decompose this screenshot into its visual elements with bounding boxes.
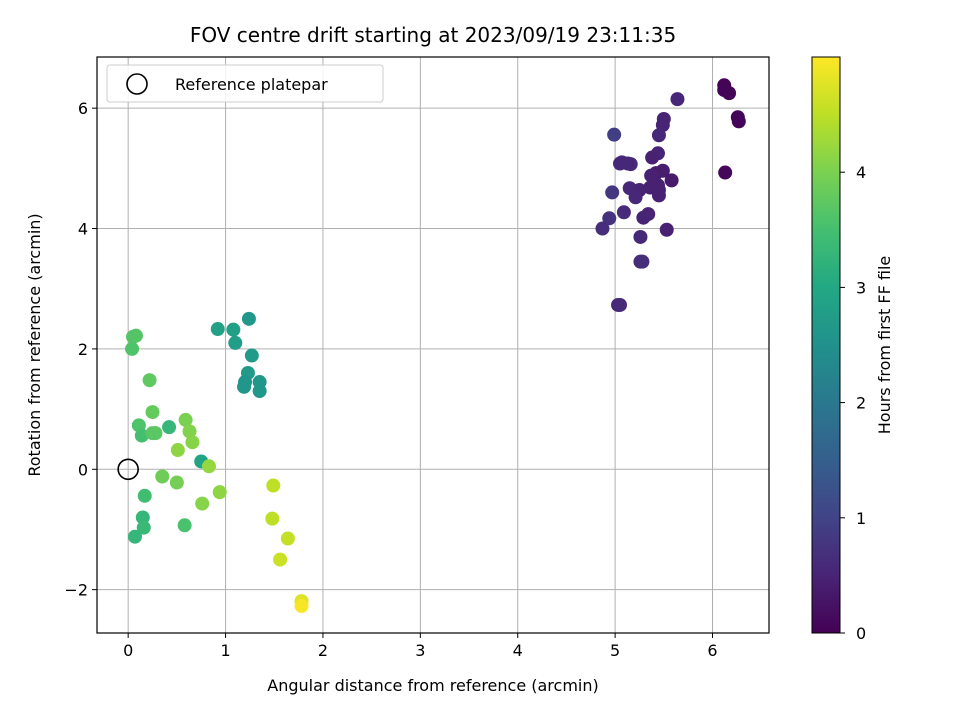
colorbar-tick-label: 4	[856, 163, 866, 182]
data-point	[134, 428, 149, 443]
x-tick-label: 2	[318, 641, 328, 660]
data-point	[602, 211, 617, 226]
data-point	[635, 254, 650, 269]
y-axis-label: Rotation from reference (arcmin)	[25, 213, 44, 476]
x-tick-label: 0	[123, 641, 133, 660]
data-point	[136, 520, 151, 535]
data-point	[651, 188, 666, 203]
colorbar: 0 1 2 3 4 Hours from first FF file	[811, 56, 894, 643]
grid	[97, 57, 769, 633]
data-point	[731, 114, 746, 129]
y-tick-label: −2	[64, 581, 88, 600]
data-point	[195, 496, 210, 511]
data-point	[718, 165, 733, 180]
x-tick-label: 1	[220, 641, 230, 660]
x-tick-label: 3	[415, 641, 425, 660]
x-tick-label: 4	[513, 641, 523, 660]
colorbar-label: Hours from first FF file	[875, 256, 894, 435]
data-point	[182, 424, 197, 439]
data-point	[717, 83, 732, 98]
data-point	[226, 322, 241, 337]
data-point	[620, 156, 635, 171]
data-point	[210, 322, 225, 337]
y-tick-label: 4	[78, 220, 88, 239]
data-point	[127, 529, 142, 544]
data-point	[135, 510, 150, 525]
data-point	[178, 412, 193, 427]
colorbar-gradient	[811, 56, 841, 634]
data-point	[228, 335, 243, 350]
data-point	[202, 459, 216, 474]
data-point	[636, 210, 651, 225]
data-point	[273, 552, 288, 567]
data-point	[170, 443, 185, 458]
data-point	[651, 128, 666, 143]
data-points	[125, 78, 746, 613]
data-point	[128, 328, 143, 343]
colorbar-tick-label: 0	[856, 624, 866, 643]
colorbar-tick-label: 3	[856, 278, 866, 297]
legend-label: Reference platepar	[175, 75, 328, 94]
x-tick-label: 5	[610, 641, 620, 660]
colorbar-tick-label: 2	[856, 394, 866, 413]
data-point	[237, 379, 252, 394]
y-tick-label: 0	[78, 460, 88, 479]
data-point	[241, 311, 256, 326]
data-point	[659, 222, 674, 237]
data-point	[645, 150, 660, 165]
x-axis-ticks: 0 1 2 3 4 5 6	[123, 633, 718, 660]
x-axis-label: Angular distance from reference (arcmin)	[267, 676, 598, 695]
plot-frame	[96, 56, 770, 634]
data-point	[633, 229, 648, 244]
data-point	[155, 469, 170, 484]
data-point	[142, 373, 157, 388]
data-point	[612, 297, 627, 312]
data-point	[185, 435, 200, 450]
data-point	[145, 405, 160, 420]
x-tick-label: 6	[707, 641, 717, 660]
data-point	[265, 511, 280, 526]
data-point	[280, 531, 295, 546]
data-point	[125, 341, 140, 356]
colorbar-tick-label: 1	[856, 509, 866, 528]
data-point	[664, 173, 679, 188]
data-point	[137, 488, 152, 503]
data-point	[605, 185, 620, 200]
data-point	[169, 475, 184, 490]
data-point	[628, 190, 643, 205]
colorbar-ticks: 0 1 2 3 4	[840, 163, 866, 643]
y-tick-label: 6	[78, 99, 88, 118]
data-point	[252, 384, 267, 399]
data-point	[148, 426, 163, 441]
legend-marker	[126, 73, 148, 95]
data-point	[244, 348, 259, 363]
data-point	[670, 92, 685, 107]
data-point	[595, 221, 610, 236]
chart-title: FOV centre drift starting at 2023/09/19 …	[190, 23, 676, 47]
data-point	[162, 420, 177, 435]
data-point	[177, 518, 192, 533]
legend: Reference platepar	[106, 64, 384, 103]
data-point	[616, 205, 631, 220]
reference-platepar-marker	[117, 458, 139, 481]
data-point	[294, 598, 309, 613]
data-point	[607, 127, 622, 142]
legend-box	[106, 64, 384, 103]
y-axis-ticks: −2 0 2 4 6	[64, 99, 97, 600]
data-point	[266, 478, 281, 493]
y-tick-label: 2	[78, 340, 88, 359]
data-point	[212, 485, 227, 500]
